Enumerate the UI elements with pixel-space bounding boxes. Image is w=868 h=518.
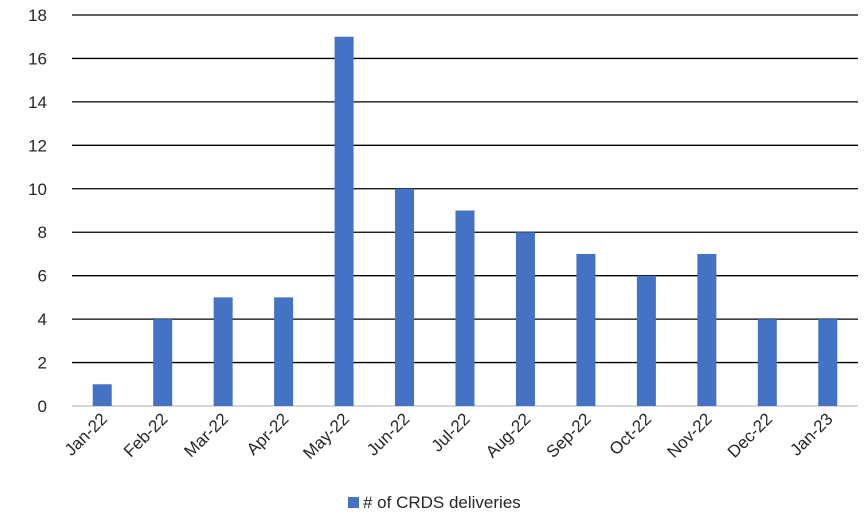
x-tick-label: Sep-22: [543, 409, 595, 461]
legend-label: # of CRDS deliveries: [363, 493, 521, 512]
legend-swatch: [348, 497, 359, 508]
x-tick-label: Jan-23: [786, 409, 836, 459]
y-tick-label: 8: [38, 223, 47, 242]
x-tick-label: Dec-22: [724, 409, 776, 461]
x-tick-label: Apr-22: [243, 409, 293, 459]
y-tick-label: 16: [28, 49, 47, 68]
bar: [818, 319, 838, 406]
y-tick-label: 14: [28, 93, 47, 112]
bar: [395, 188, 415, 406]
bar: [455, 210, 475, 406]
bar: [92, 384, 112, 406]
y-tick-label: 10: [28, 180, 47, 199]
x-tick-label: Oct-22: [606, 409, 656, 459]
bar: [636, 275, 656, 406]
bars: [92, 36, 838, 406]
y-tick-label: 4: [38, 310, 47, 329]
y-axis-ticks: 0 2 4 6 8 10 12 14 16 18: [28, 6, 47, 416]
bar: [153, 319, 173, 406]
x-tick-label: Jul-22: [428, 409, 474, 455]
x-axis-ticks: Jan-22 Feb-22 Mar-22 Apr-22 May-22 Jun-22 Jul-…: [61, 409, 837, 463]
x-tick-label: Jun-22: [363, 409, 413, 459]
bar: [213, 297, 233, 406]
x-tick-label: Mar-22: [180, 409, 232, 461]
bar: [757, 319, 777, 406]
y-tick-label: 6: [38, 267, 47, 286]
legend: # of CRDS deliveries: [348, 493, 521, 512]
bar: [697, 253, 717, 406]
bar: [576, 253, 596, 406]
x-tick-label: May-22: [299, 409, 353, 463]
bar: [274, 297, 294, 406]
x-tick-label: Jan-22: [61, 409, 111, 459]
x-tick-label: Nov-22: [663, 409, 715, 461]
bar: [515, 232, 535, 406]
bar: [334, 36, 354, 406]
y-tick-label: 0: [38, 397, 47, 416]
y-tick-label: 18: [28, 6, 47, 25]
x-tick-label: Feb-22: [120, 409, 172, 461]
x-tick-label: Aug-22: [482, 409, 534, 461]
y-tick-label: 2: [38, 354, 47, 373]
y-tick-label: 12: [28, 136, 47, 155]
